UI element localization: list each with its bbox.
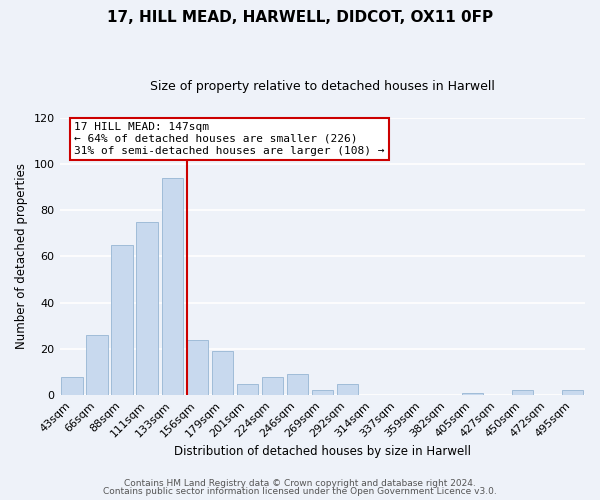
Bar (311, 390, 333, 395)
Bar (512, 390, 533, 395)
Bar (462, 393, 483, 395)
Title: Size of property relative to detached houses in Harwell: Size of property relative to detached ho… (150, 80, 495, 93)
Y-axis label: Number of detached properties: Number of detached properties (15, 164, 28, 350)
Bar (337, 384, 358, 395)
Text: Contains HM Land Registry data © Crown copyright and database right 2024.: Contains HM Land Registry data © Crown c… (124, 478, 476, 488)
Bar (187, 340, 208, 395)
Text: 17, HILL MEAD, HARWELL, DIDCOT, OX11 0FP: 17, HILL MEAD, HARWELL, DIDCOT, OX11 0FP (107, 10, 493, 25)
Bar (212, 351, 233, 395)
Bar (61, 376, 83, 395)
Bar (562, 390, 583, 395)
Bar (112, 245, 133, 395)
Bar (236, 384, 258, 395)
Text: 17 HILL MEAD: 147sqm
← 64% of detached houses are smaller (226)
31% of semi-deta: 17 HILL MEAD: 147sqm ← 64% of detached h… (74, 122, 385, 156)
Bar (86, 335, 108, 395)
Bar (262, 376, 283, 395)
Text: Contains public sector information licensed under the Open Government Licence v3: Contains public sector information licen… (103, 487, 497, 496)
Bar (287, 374, 308, 395)
Bar (161, 178, 183, 395)
X-axis label: Distribution of detached houses by size in Harwell: Distribution of detached houses by size … (174, 444, 471, 458)
Bar (136, 222, 158, 395)
